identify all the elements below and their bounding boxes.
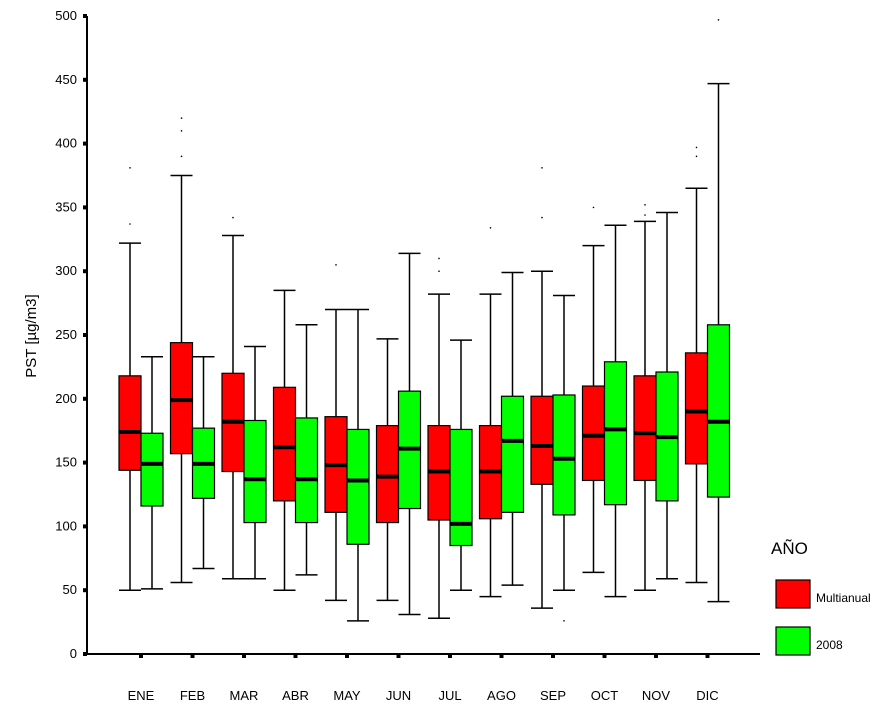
x-tick — [448, 654, 452, 658]
y-tick — [83, 588, 87, 593]
box-sep-multianual — [530, 395, 554, 485]
x-tick-label: DIC — [696, 688, 718, 703]
box-nov-multianual — [633, 375, 657, 482]
y-tick — [83, 77, 87, 82]
y-tick-label: 500 — [55, 8, 77, 23]
y-tick-label: 150 — [55, 455, 77, 470]
box-ago-2008 — [500, 395, 525, 513]
y-tick — [83, 14, 87, 18]
x-tick — [139, 654, 143, 658]
legend-title: AÑO — [771, 539, 808, 558]
outlier-point — [180, 130, 183, 132]
outlier-point — [644, 204, 646, 206]
x-tick-label: JUN — [386, 688, 411, 703]
x-tick-label: OCT — [591, 688, 619, 703]
box-abr-multianual — [272, 386, 297, 502]
x-tick — [499, 654, 504, 658]
box-ene-2008 — [140, 432, 164, 507]
box-oct-2008 — [603, 361, 628, 506]
y-tick-label: 50 — [63, 582, 77, 597]
y-tick-label: 400 — [55, 136, 77, 151]
box-jun-multianual — [375, 424, 400, 524]
box-jul-2008 — [449, 428, 473, 547]
y-tick — [83, 269, 87, 274]
y-tick-label: 300 — [55, 263, 77, 278]
outlier-point — [129, 223, 131, 225]
x-tick — [190, 654, 195, 658]
outlier-point — [129, 167, 131, 169]
y-tick-label: 350 — [55, 199, 77, 214]
x-tick-label: ABR — [282, 688, 309, 703]
outlier-point — [717, 19, 720, 21]
outlier-point — [180, 117, 183, 119]
y-tick — [83, 652, 87, 656]
box-may-2008 — [346, 428, 370, 545]
plot-marks — [118, 19, 731, 622]
x-tick-label: JUL — [438, 688, 461, 703]
outlier-point — [438, 270, 440, 273]
y-tick-label: 200 — [55, 391, 77, 406]
x-tick-label: AGO — [487, 688, 516, 703]
legend-label: 2008 — [816, 638, 843, 652]
y-tick-label: 100 — [55, 518, 77, 533]
outlier-point — [644, 214, 646, 216]
box-dic-2008 — [706, 324, 731, 498]
outlier-point — [541, 216, 543, 219]
box-dic-multianual — [684, 352, 709, 465]
outlier-point — [695, 155, 698, 158]
y-tick — [83, 141, 87, 146]
y-tick — [83, 333, 87, 337]
outlier-point — [592, 206, 595, 209]
x-tick — [551, 654, 555, 658]
y-tick — [83, 460, 87, 465]
x-tick — [705, 654, 710, 658]
x-tick-label: MAY — [333, 688, 361, 703]
box-abr-2008 — [294, 417, 319, 524]
x-tick — [293, 654, 298, 658]
x-tick — [396, 654, 401, 658]
outlier-point — [335, 264, 337, 266]
outlier-point — [232, 216, 234, 219]
outlier-point — [180, 155, 183, 158]
y-tick-label: 250 — [55, 327, 77, 342]
x-tick-label: FEB — [180, 688, 205, 703]
y-tick-label: 450 — [55, 72, 77, 87]
axes: 0 50 100 150 200 250 300 350 400 450 500 PST [µg/m3… — [23, 8, 760, 703]
box-mar-2008 — [243, 419, 267, 524]
x-tick — [242, 654, 246, 658]
box-ene-multianual — [118, 375, 142, 471]
outlier-point — [541, 167, 543, 169]
y-tick — [83, 524, 87, 529]
box-sep-2008 — [552, 394, 576, 516]
y-axis-title: PST [µg/m3] — [23, 294, 40, 377]
y-tick-label: 0 — [70, 646, 77, 661]
outlier-point — [695, 146, 698, 149]
x-tick — [345, 654, 349, 658]
outlier-point — [438, 257, 440, 260]
legend-swatch — [775, 579, 811, 609]
x-tick-label: MAR — [230, 688, 259, 703]
x-tick-label: SEP — [540, 688, 566, 703]
legend-swatch — [775, 626, 811, 656]
x-tick — [602, 654, 607, 658]
box-oct-multianual — [581, 385, 606, 482]
y-tick — [83, 396, 87, 401]
x-tick — [654, 654, 658, 658]
x-tick-label: NOV — [642, 688, 671, 703]
legend: AÑO Multianual 2008 — [771, 539, 871, 656]
x-tick-label: ENE — [128, 688, 155, 703]
legend-label: Multianual — [816, 591, 871, 605]
y-tick — [83, 205, 87, 210]
outlier-point — [489, 227, 492, 229]
outlier-point — [563, 620, 565, 622]
